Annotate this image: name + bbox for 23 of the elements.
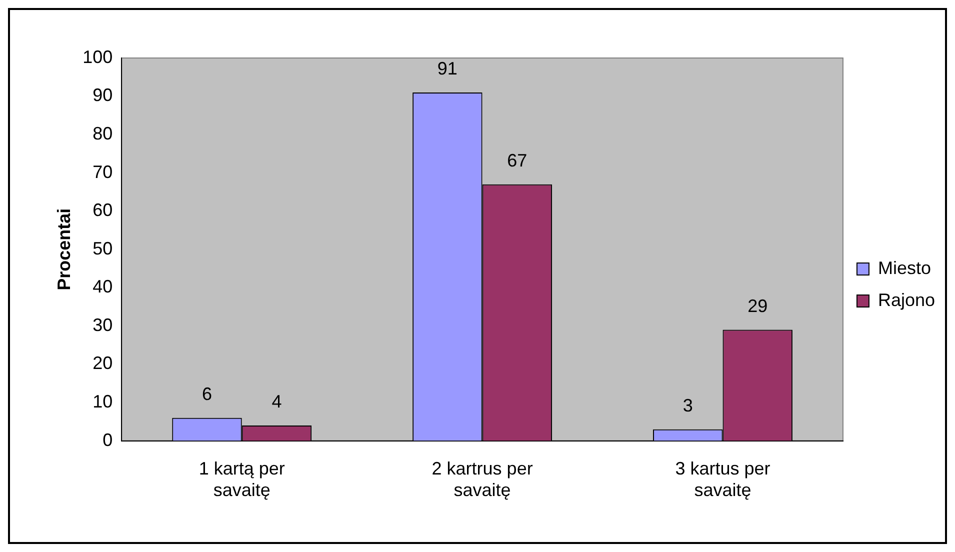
legend-label: Rajono	[878, 290, 936, 310]
y-tick-label: 40	[92, 276, 113, 297]
y-tick-label: 100	[82, 46, 113, 67]
y-tick-label: 80	[92, 124, 113, 144]
data-label: 29	[748, 296, 768, 316]
y-tick-label: 70	[92, 162, 113, 182]
legend-label: Miesto	[878, 258, 931, 278]
data-label: 91	[437, 58, 458, 78]
data-label: 4	[272, 391, 282, 412]
y-tick-label: 0	[102, 430, 113, 450]
y-tick-label: 10	[92, 391, 113, 412]
y-tick-label: 30	[92, 314, 113, 335]
x-tick-label: 1 kartą per savaitę	[198, 458, 285, 500]
data-label: 67	[507, 150, 528, 170]
y-tick-label: 50	[92, 238, 113, 258]
y-tick-label: 60	[92, 200, 113, 220]
y-axis-title: Procentai	[54, 208, 74, 290]
data-label: 6	[202, 384, 212, 404]
data-label: 3	[682, 395, 693, 416]
x-tick-label: 3 kartus per savaitę	[675, 458, 770, 500]
x-tick-label: 2 kartrus per savaitę	[432, 458, 533, 500]
y-tick-label: 20	[92, 353, 113, 374]
y-tick-label: 90	[92, 85, 113, 106]
